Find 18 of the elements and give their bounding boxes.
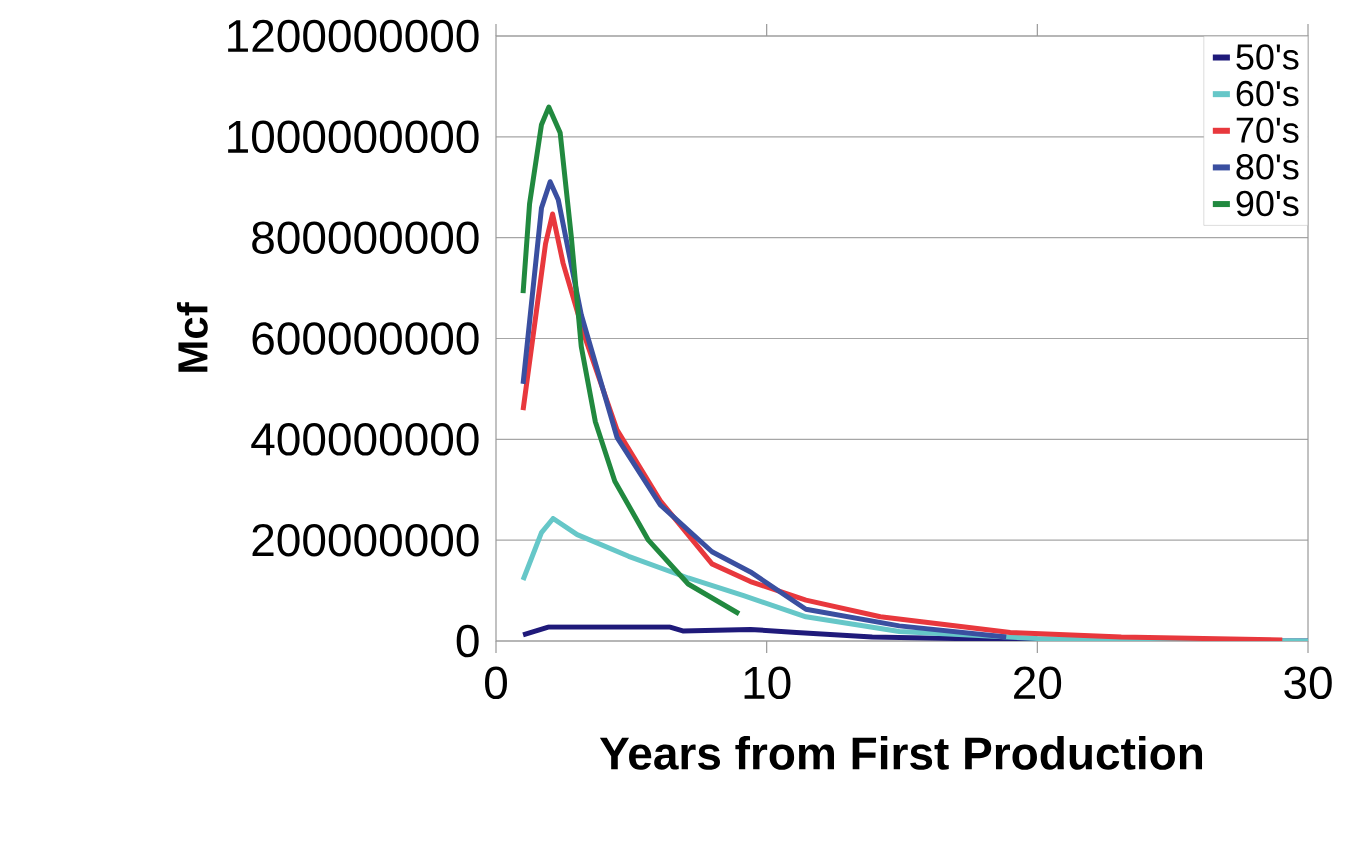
- y-axis-title: Mcf: [176, 302, 208, 372]
- legend-label: 90's: [1236, 190, 1299, 217]
- x-tick-label: 20: [1014, 666, 1062, 700]
- y-tick-label: 400000000: [251, 423, 479, 456]
- x-tick-label: 10: [744, 666, 791, 700]
- legend-label: 60's: [1236, 80, 1299, 107]
- legend-label: 80's: [1236, 154, 1299, 180]
- y-tick-label: 1000000000: [228, 120, 479, 154]
- y-tick-label: 600000000: [252, 322, 479, 355]
- y-tick-label: 0: [456, 624, 479, 658]
- x-tick-label: 0: [485, 666, 507, 700]
- y-tick-label: 1200000000: [228, 19, 479, 53]
- y-tick-label: 200000000: [252, 523, 479, 557]
- legend-label: 70's: [1236, 117, 1299, 143]
- legend-label: 50's: [1236, 44, 1299, 70]
- x-tick-label: 30: [1284, 666, 1332, 700]
- x-axis-title: Years from First Production: [599, 735, 1203, 770]
- y-tick-label: 800000000: [252, 221, 479, 254]
